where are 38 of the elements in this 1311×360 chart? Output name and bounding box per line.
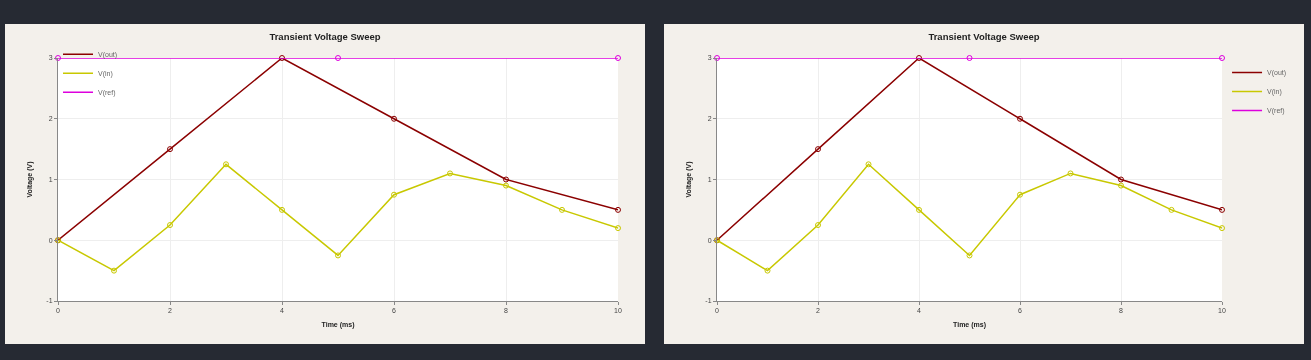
point — [391, 115, 397, 122]
point — [335, 252, 341, 259]
point — [916, 55, 922, 61]
chart-title: Transient Voltage Sweep — [269, 31, 381, 43]
chart-title: Transient Voltage Sweep — [928, 31, 1040, 43]
line-series — [55, 161, 621, 274]
point — [167, 146, 173, 153]
point — [815, 146, 821, 153]
point — [447, 170, 453, 177]
point — [966, 252, 973, 259]
point — [391, 191, 397, 198]
point — [916, 206, 922, 213]
point — [1219, 225, 1225, 232]
point — [615, 55, 621, 61]
point — [764, 267, 771, 274]
point — [335, 55, 341, 61]
point — [223, 161, 229, 168]
point — [1067, 170, 1074, 177]
point — [503, 176, 509, 183]
point — [1219, 206, 1225, 213]
point — [1017, 115, 1023, 122]
point — [1219, 55, 1225, 61]
point — [167, 222, 173, 229]
point — [1118, 182, 1124, 189]
point — [865, 161, 872, 168]
point — [279, 206, 285, 213]
point — [1017, 191, 1023, 198]
point — [1118, 176, 1124, 183]
point — [279, 55, 285, 61]
point — [615, 225, 621, 232]
point — [615, 206, 621, 213]
point — [1168, 206, 1175, 213]
point — [111, 267, 117, 274]
point — [503, 182, 509, 189]
point — [966, 55, 973, 61]
point — [815, 222, 821, 229]
line-series — [714, 161, 1225, 274]
point — [559, 206, 565, 213]
